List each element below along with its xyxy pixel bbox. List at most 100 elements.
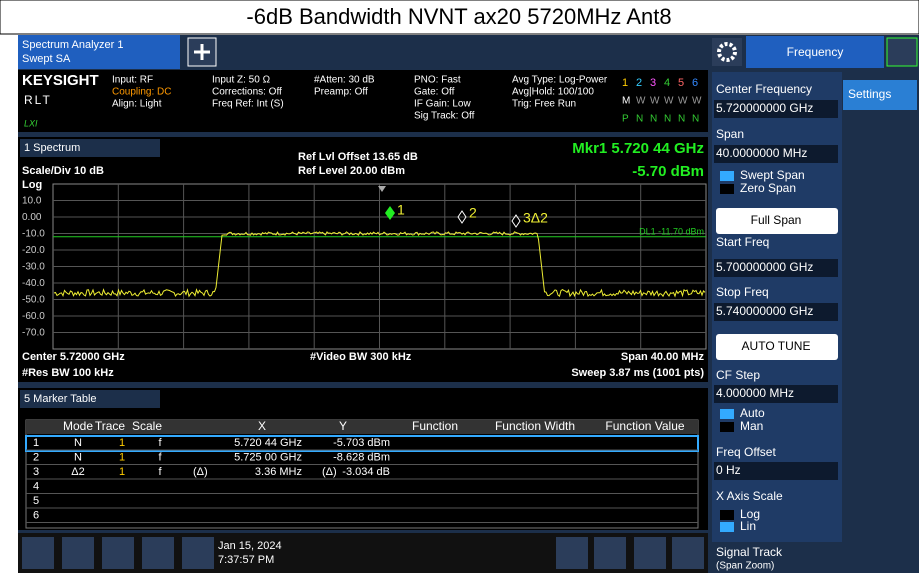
detector: N <box>636 114 643 125</box>
value-box <box>714 100 838 118</box>
label: Frequency <box>787 45 844 59</box>
table-body <box>25 419 699 529</box>
trace-number: 2 <box>636 77 642 89</box>
label: Corrections: Off <box>212 87 282 98</box>
cell: -3.034 dB <box>342 466 390 478</box>
cell: 3.36 MHz <box>255 466 302 478</box>
windows-button[interactable] <box>22 537 54 569</box>
help-button[interactable] <box>182 537 214 569</box>
cell: Δ2 <box>71 466 84 478</box>
label: 7:37:57 PM <box>218 554 274 566</box>
cell: 5 <box>33 495 39 507</box>
panel-item: (Span Zoom) <box>716 561 774 572</box>
label: Coupling: DC <box>112 87 171 98</box>
panel-button[interactable] <box>716 208 838 234</box>
label: Freq Ref: Int (S) <box>212 99 284 110</box>
cell: 2 <box>33 451 39 463</box>
trace-number: 5 <box>678 77 684 89</box>
cell: 5.720 44 GHz <box>234 437 302 449</box>
trace-number: 6 <box>692 77 698 89</box>
marker-1 <box>385 206 395 220</box>
y-label: -40.0 <box>22 278 45 289</box>
label: RLT <box>24 93 52 107</box>
label: Settings <box>848 87 891 101</box>
label: Trig: Free Run <box>512 99 576 110</box>
zoom-button[interactable] <box>672 537 704 569</box>
graticule <box>53 184 706 349</box>
label: Input Z: 50 Ω <box>212 75 271 86</box>
cell: 1 <box>33 437 39 449</box>
panel-item: X Axis Scale <box>716 489 783 503</box>
page-title: -6dB Bandwidth NVNT ax20 5720MHz Ant8 <box>246 4 671 29</box>
panel-item: 4.000000 MHz <box>716 386 794 400</box>
cell: -8.628 dBm <box>333 451 390 463</box>
redo-button[interactable] <box>102 537 134 569</box>
cell: 4 <box>33 480 39 492</box>
marker-label: 3Δ2 <box>523 210 548 226</box>
cell: f <box>158 451 162 463</box>
label: 1 Spectrum <box>24 142 80 154</box>
trace-number: 3 <box>650 77 656 89</box>
panel-item: Stop Freq <box>716 285 769 299</box>
label: IF Gain: Low <box>414 99 471 110</box>
settings-tab[interactable] <box>843 80 917 110</box>
panel-item: Span <box>716 127 744 141</box>
cell: 1 <box>119 451 125 463</box>
column-header: Function Width <box>495 419 575 433</box>
panel-item: Lin <box>740 519 756 533</box>
add-button[interactable] <box>187 37 217 67</box>
layout-button[interactable] <box>634 537 666 569</box>
panel-item: 5.720000000 GHz <box>716 101 813 115</box>
menu-tab[interactable] <box>746 36 884 68</box>
cell: 6 <box>33 509 39 521</box>
marker-label: 1 <box>397 202 405 218</box>
label: #Atten: 30 dB <box>314 75 375 86</box>
info-bar <box>18 70 708 132</box>
cell: N <box>74 437 82 449</box>
table-tab[interactable] <box>20 390 160 408</box>
folder-button[interactable] <box>142 537 174 569</box>
label: Ref Lvl Offset 13.65 dB <box>298 151 418 163</box>
cell: 1 <box>119 466 125 478</box>
cell: 5.725 00 GHz <box>234 451 302 463</box>
panel-item: CF Step <box>716 368 760 382</box>
panel-item: Center Frequency <box>716 82 812 96</box>
trace-type: M <box>622 96 630 107</box>
trace-type: W <box>636 96 646 107</box>
panel-item: Zero Span <box>740 181 796 195</box>
panel-item: Swept Span <box>740 168 805 182</box>
radio <box>720 522 734 532</box>
cell: 1 <box>119 437 125 449</box>
label: Input: RF <box>112 75 153 86</box>
label: Scale/Div 10 dB <box>22 165 104 177</box>
trace <box>53 231 706 298</box>
y-label: -30.0 <box>22 262 45 273</box>
y-label: -60.0 <box>22 311 45 322</box>
screen-button[interactable] <box>594 537 626 569</box>
app-tab[interactable] <box>18 35 180 69</box>
marker-label: 2 <box>469 205 477 221</box>
keyboard-button[interactable] <box>556 537 588 569</box>
y-label: -50.0 <box>22 295 45 306</box>
detector: N <box>664 114 671 125</box>
trace-number: 4 <box>664 77 670 89</box>
marker-3 <box>511 214 521 228</box>
label: Preamp: Off <box>314 87 368 98</box>
radio <box>720 171 734 181</box>
selected-row <box>25 435 699 452</box>
column-header: Mode <box>63 419 93 433</box>
value-box <box>714 303 838 321</box>
value-box <box>714 462 838 480</box>
undo-button[interactable] <box>62 537 94 569</box>
status-icon[interactable] <box>886 37 918 67</box>
label: Swept SA <box>22 53 71 65</box>
cell: N <box>74 451 82 463</box>
detector: N <box>650 114 657 125</box>
y-label: 10.0 <box>22 196 42 207</box>
column-header: X <box>258 419 266 433</box>
panel-button[interactable] <box>716 334 838 360</box>
cell: 3 <box>33 466 39 478</box>
marker-2 <box>457 210 467 224</box>
window-tab[interactable] <box>20 139 160 157</box>
